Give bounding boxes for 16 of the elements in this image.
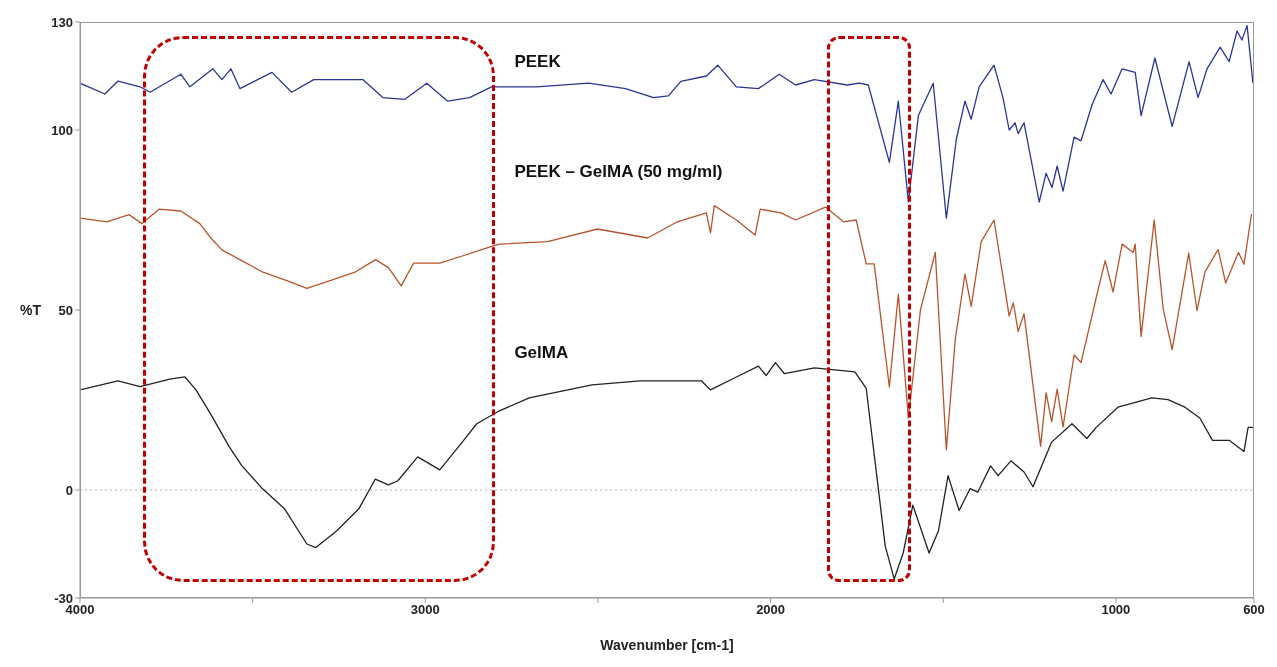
line-series — [80, 204, 1253, 451]
series-label: GelMA — [514, 343, 569, 363]
x-tick-label: 600 — [1243, 602, 1265, 618]
y-tick-label: 100 — [51, 122, 73, 138]
series-label: PEEK — [514, 52, 561, 72]
line-series — [80, 361, 1254, 580]
y-tick-label: 0 — [65, 482, 73, 498]
x-axis-title: Wavenumber [cm-1] — [600, 637, 734, 653]
series-label: PEEK – GelMA (50 mg/ml) — [514, 162, 723, 182]
y-tick-label: 50 — [58, 302, 73, 318]
y-tick-label: 130 — [51, 14, 73, 30]
x-tick-label: 2000 — [756, 602, 786, 618]
x-tick-label: 3000 — [410, 602, 440, 618]
y-axis-title: %T — [20, 301, 42, 318]
line-series — [80, 24, 1254, 219]
x-tick-label: 1000 — [1101, 602, 1131, 618]
